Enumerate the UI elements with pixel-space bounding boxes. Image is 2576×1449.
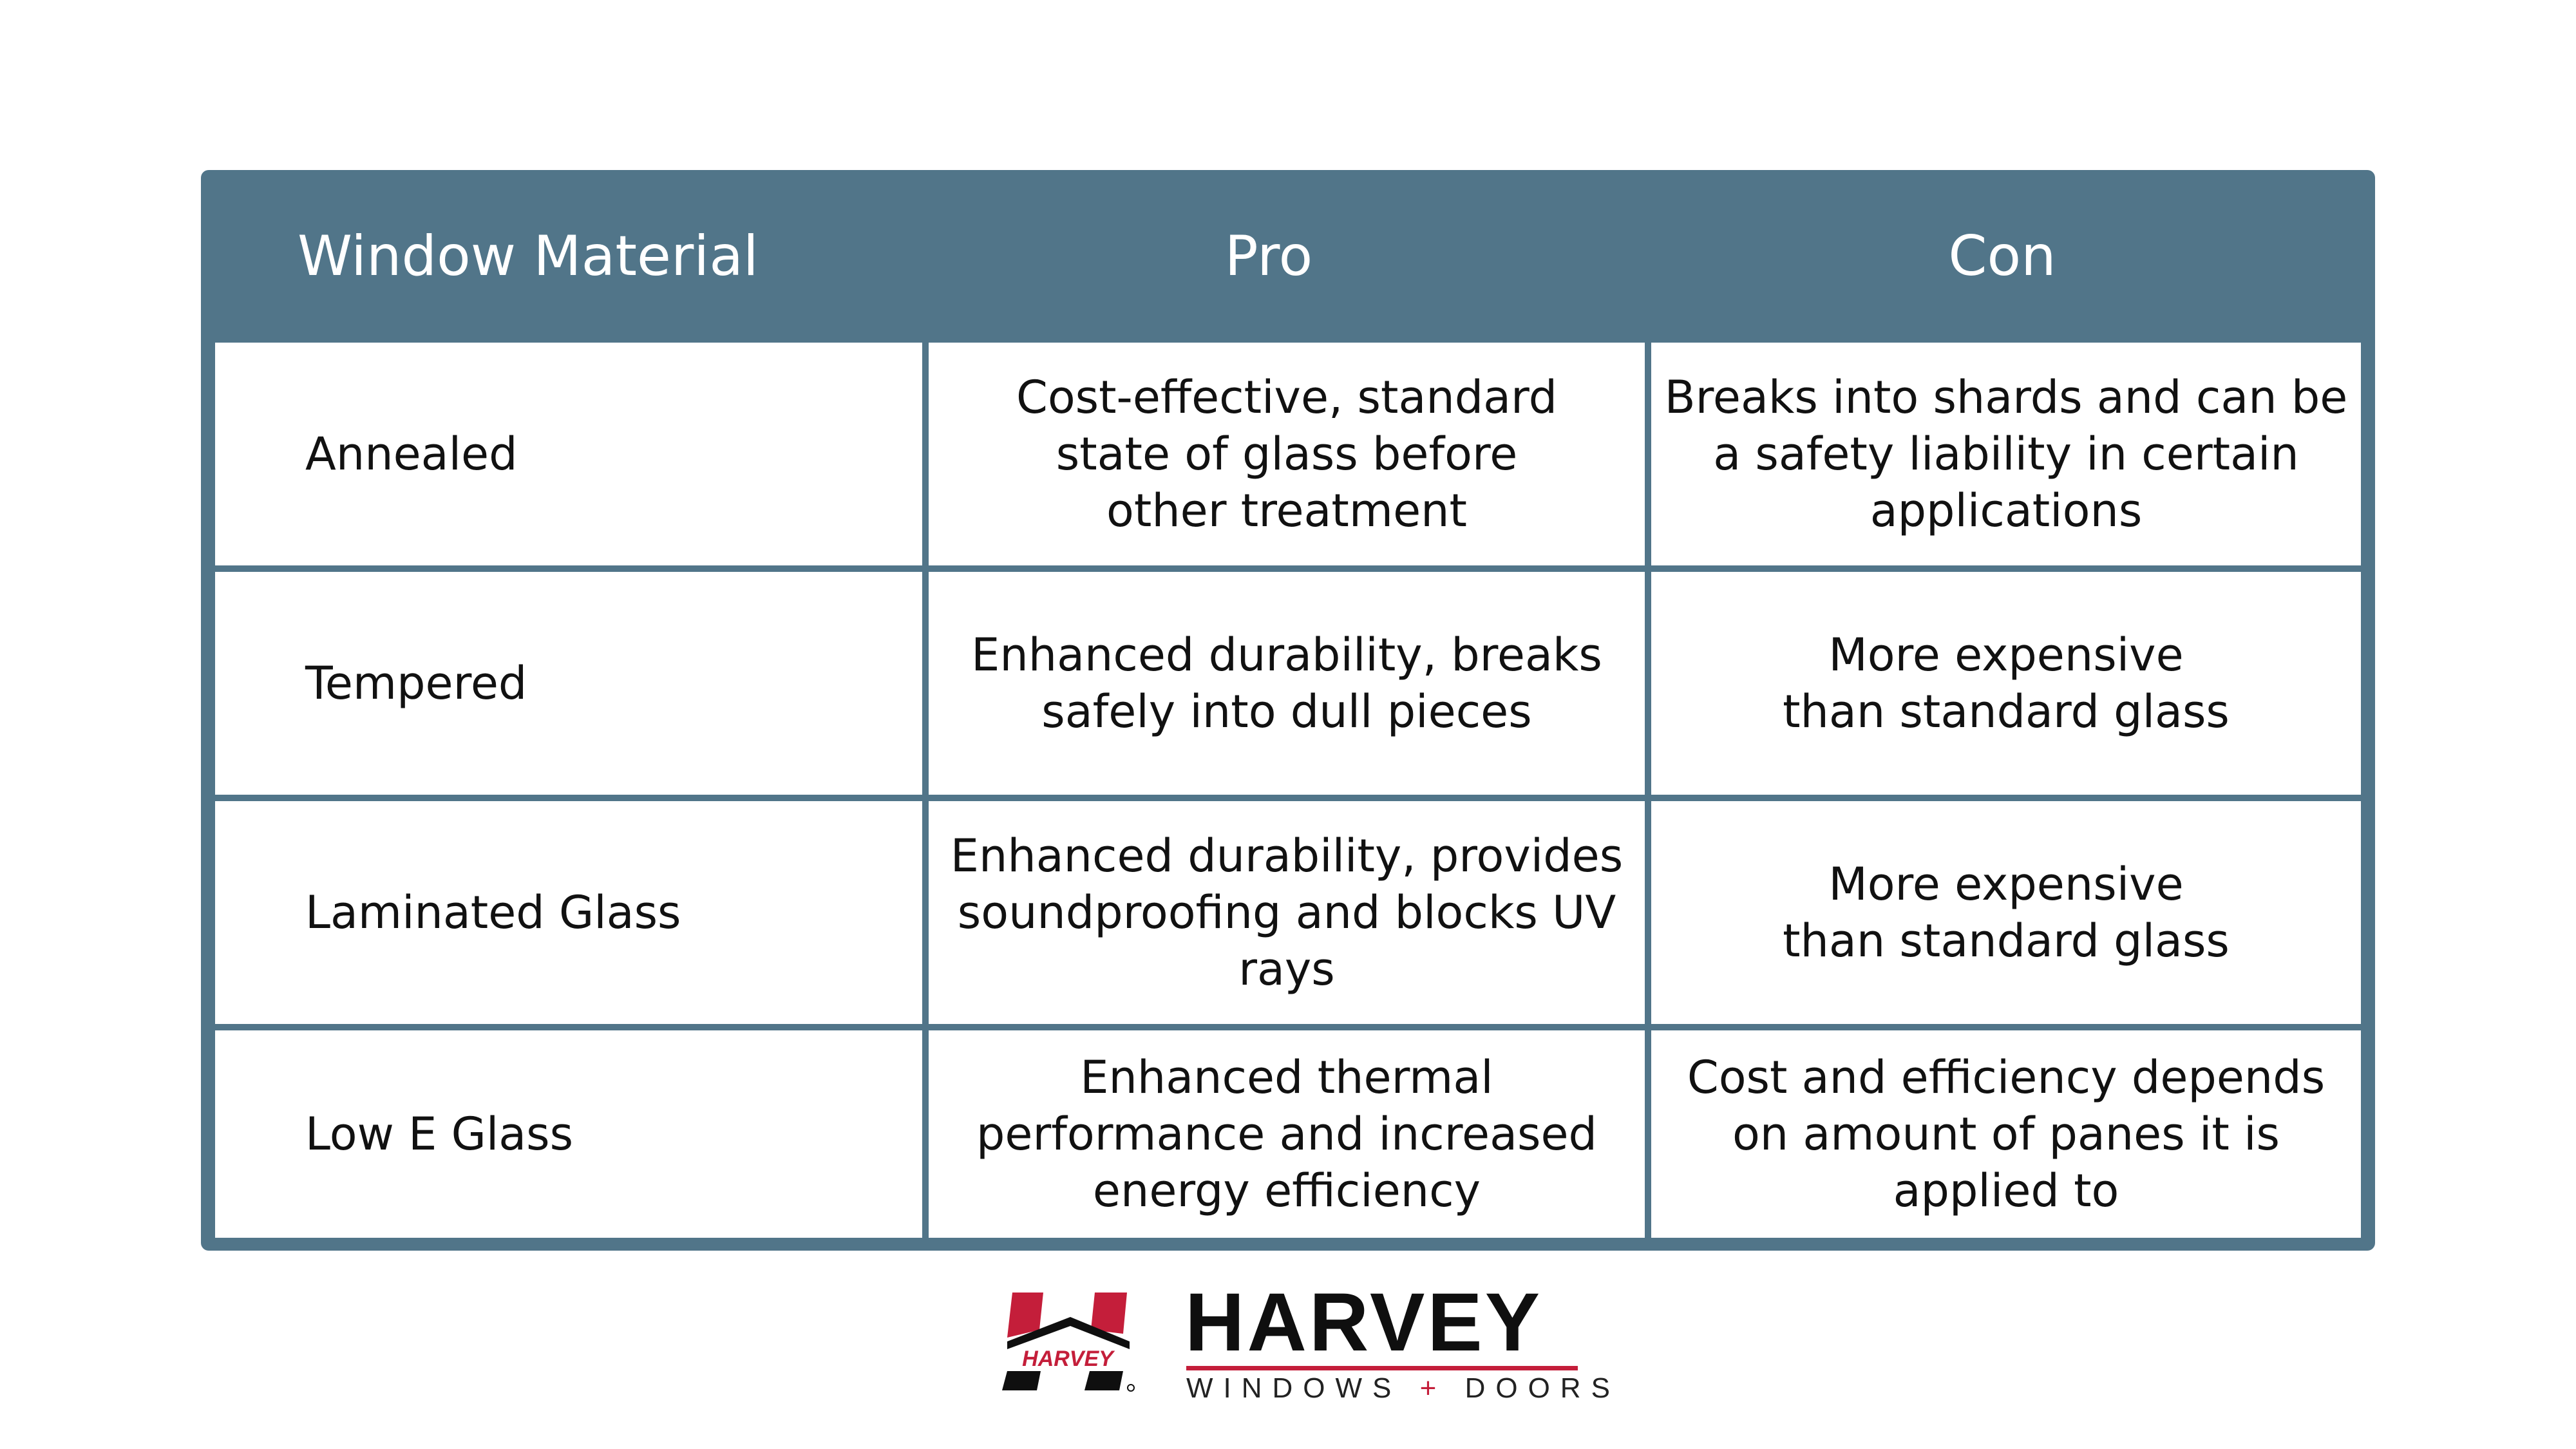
table-row: Tempered Enhanced durability, breaks saf… xyxy=(215,572,2361,795)
table-row: Annealed Cost-effective, standard state … xyxy=(215,343,2361,565)
tagline-windows: WINDOWS xyxy=(1186,1372,1402,1404)
pro-cell: Enhanced thermal performance and increas… xyxy=(929,1030,1645,1238)
con-cell: More expensive than standard glass xyxy=(1651,801,2361,1024)
con-cell: Cost and efficiency depends on amount of… xyxy=(1651,1030,2361,1238)
table-body: Annealed Cost-effective, standard state … xyxy=(215,343,2361,1238)
harvey-logo: HARVEY HARVEY WINDOWS + DOORS xyxy=(998,1276,1610,1404)
con-cell: Breaks into shards and can be a safety l… xyxy=(1651,343,2361,565)
harvey-wordmark: HARVEY xyxy=(1185,1276,1543,1368)
pro-cell: Enhanced durability, provides soundproof… xyxy=(929,801,1645,1024)
header-window-material: Window Material xyxy=(298,224,759,289)
tagline-doors: DOORS xyxy=(1464,1372,1620,1404)
table-header: Window Material Pro Con xyxy=(201,170,2375,343)
harvey-h-badge-icon: HARVEY xyxy=(1002,1293,1135,1392)
pro-cell: Enhanced durability, breaks safely into … xyxy=(929,572,1645,795)
logo-tagline: WINDOWS + DOORS xyxy=(1186,1372,1620,1405)
con-cell: More expensive than standard glass xyxy=(1651,572,2361,795)
table-row: Laminated Glass Enhanced durability, pro… xyxy=(215,801,2361,1024)
pro-cell: Cost-effective, standard state of glass … xyxy=(929,343,1645,565)
logo-divider xyxy=(1186,1366,1578,1370)
material-cell: Laminated Glass xyxy=(215,801,922,1024)
table-row: Low E Glass Enhanced thermal performance… xyxy=(215,1030,2361,1238)
material-cell: Low E Glass xyxy=(215,1030,922,1238)
tagline-plus: + xyxy=(1419,1372,1447,1404)
svg-text:HARVEY: HARVEY xyxy=(1022,1347,1115,1371)
material-cell: Tempered xyxy=(215,572,922,795)
header-pro: Pro xyxy=(1224,224,1313,289)
header-con: Con xyxy=(1948,224,2056,289)
comparison-table: Window Material Pro Con Annealed Cost-ef… xyxy=(201,170,2375,1251)
material-cell: Annealed xyxy=(215,343,922,565)
